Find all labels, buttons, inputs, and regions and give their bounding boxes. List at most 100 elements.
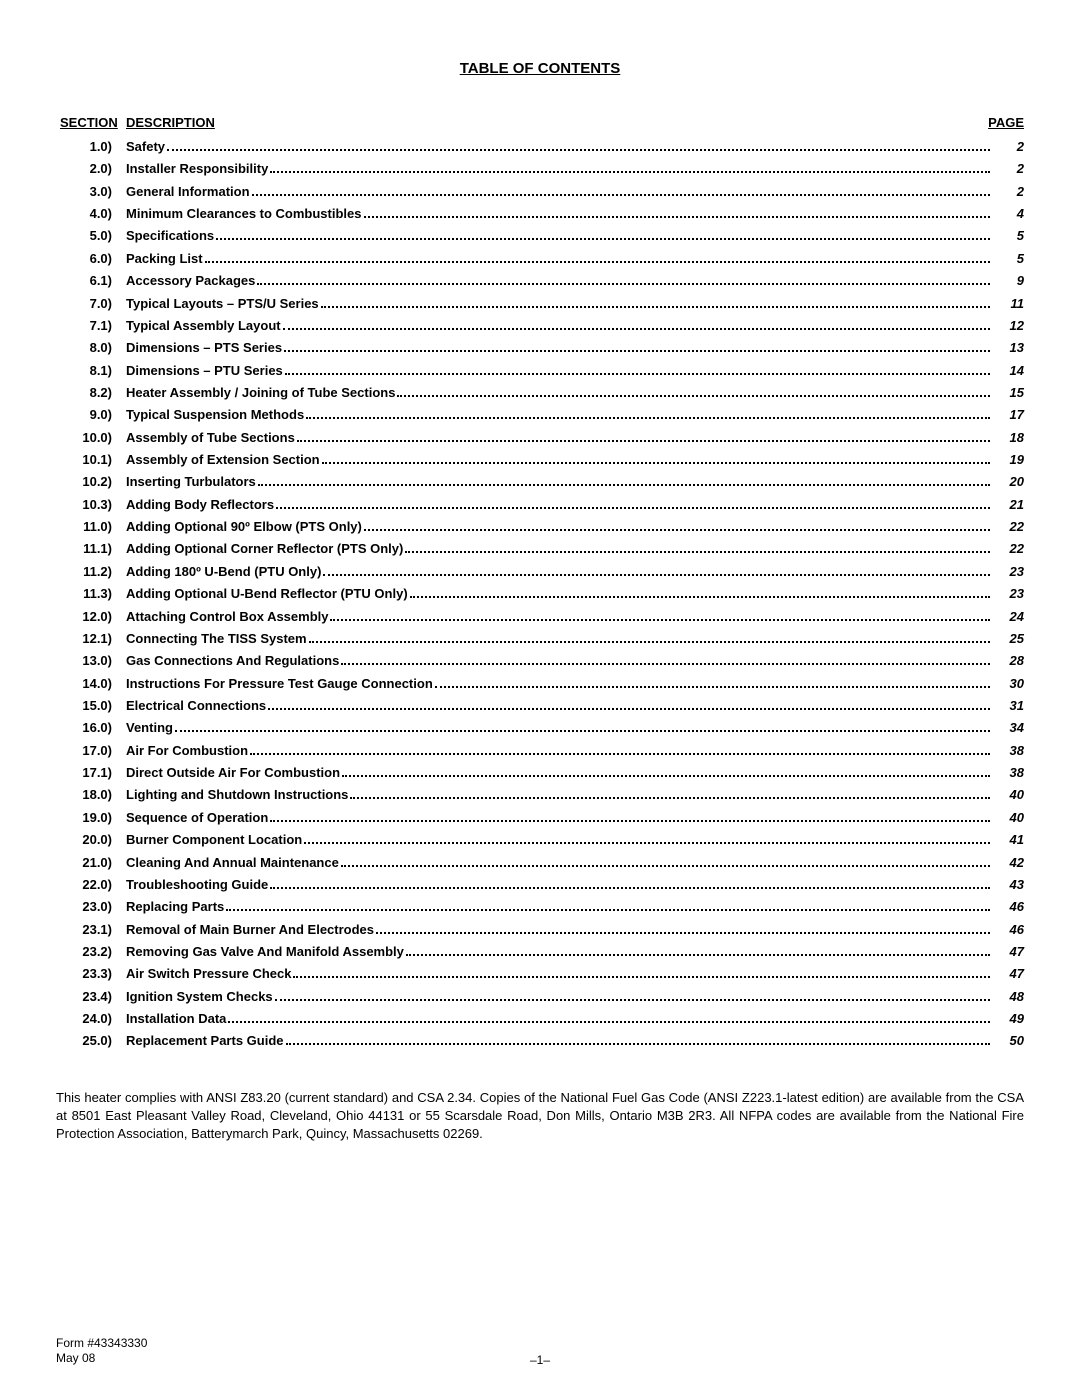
- toc-section-number: 17.0): [56, 740, 126, 762]
- toc-description-cell: Direct Outside Air For Combustion: [126, 762, 994, 784]
- toc-leader-dots: [293, 976, 990, 978]
- toc-description-text: Assembly of Tube Sections: [126, 427, 295, 449]
- toc-description-cell: Gas Connections And Regulations: [126, 650, 994, 672]
- toc-description-cell: Removing Gas Valve And Manifold Assembly: [126, 941, 994, 963]
- toc-leader-dots: [341, 865, 990, 867]
- page-title: TABLE OF CONTENTS: [56, 60, 1024, 77]
- footer-date: May 08: [56, 1351, 147, 1367]
- toc-leader-dots: [322, 462, 990, 464]
- toc-row: 10.3)Adding Body Reflectors21: [56, 494, 1024, 516]
- toc-leader-dots: [258, 484, 990, 486]
- toc-description-text: General Information: [126, 181, 250, 203]
- toc-row: 20.0)Burner Component Location41: [56, 829, 1024, 851]
- page-footer: Form #43343330 May 08 –1–: [56, 1336, 1024, 1367]
- toc-row: 25.0)Replacement Parts Guide50: [56, 1030, 1024, 1052]
- toc-leader-dots: [304, 842, 990, 844]
- toc-section-number: 16.0): [56, 717, 126, 739]
- toc-description-cell: Typical Suspension Methods: [126, 404, 994, 426]
- toc-section-number: 7.1): [56, 315, 126, 337]
- toc-leader-dots: [297, 440, 990, 442]
- toc-section-number: 6.1): [56, 270, 126, 292]
- toc-page-number: 17: [994, 404, 1024, 426]
- toc-section-number: 21.0): [56, 852, 126, 874]
- toc-description-text: Typical Assembly Layout: [126, 315, 281, 337]
- toc-row: 12.1)Connecting The TISS System25: [56, 628, 1024, 650]
- toc-description-text: Lighting and Shutdown Instructions: [126, 784, 348, 806]
- toc-row: 8.0)Dimensions – PTS Series13: [56, 337, 1024, 359]
- toc-row: 6.0)Packing List5: [56, 248, 1024, 270]
- toc-description-cell: Adding 180º U-Bend (PTU Only): [126, 561, 994, 583]
- toc-description-cell: Instructions For Pressure Test Gauge Con…: [126, 673, 994, 695]
- toc-page-number: 5: [994, 225, 1024, 247]
- toc-section-number: 11.3): [56, 583, 126, 605]
- toc-page-number: 22: [994, 516, 1024, 538]
- toc-row: 10.2)Inserting Turbulators20: [56, 471, 1024, 493]
- toc-description-cell: Adding Optional U-Bend Reflector (PTU On…: [126, 583, 994, 605]
- toc-description-cell: Replacing Parts: [126, 896, 994, 918]
- toc-leader-dots: [410, 596, 990, 598]
- table-of-contents: SECTION DESCRIPTION PAGE 1.0)Safety22.0)…: [56, 115, 1024, 1053]
- toc-page-number: 40: [994, 807, 1024, 829]
- toc-description-text: Typical Layouts – PTS/U Series: [126, 293, 319, 315]
- toc-header-row: SECTION DESCRIPTION PAGE: [56, 115, 1024, 130]
- toc-leader-dots: [286, 1043, 991, 1045]
- toc-description-cell: Installer Responsibility: [126, 158, 994, 180]
- toc-page-number: 21: [994, 494, 1024, 516]
- toc-description-text: Heater Assembly / Joining of Tube Sectio…: [126, 382, 395, 404]
- toc-leader-dots: [341, 663, 990, 665]
- toc-description-cell: Adding Optional 90º Elbow (PTS Only): [126, 516, 994, 538]
- toc-row: 24.0)Installation Data49: [56, 1008, 1024, 1030]
- toc-leader-dots: [175, 730, 990, 732]
- toc-description-text: Removal of Main Burner And Electrodes: [126, 919, 374, 941]
- toc-section-number: 8.2): [56, 382, 126, 404]
- toc-description-cell: General Information: [126, 181, 994, 203]
- toc-description-text: Accessory Packages: [126, 270, 255, 292]
- toc-description-cell: Dimensions – PTS Series: [126, 337, 994, 359]
- toc-page-number: 41: [994, 829, 1024, 851]
- toc-description-cell: Air Switch Pressure Check: [126, 963, 994, 985]
- toc-section-number: 15.0): [56, 695, 126, 717]
- toc-row: 23.4)Ignition System Checks48: [56, 986, 1024, 1008]
- compliance-paragraph: This heater complies with ANSI Z83.20 (c…: [56, 1089, 1024, 1144]
- toc-section-number: 1.0): [56, 136, 126, 158]
- toc-section-number: 11.0): [56, 516, 126, 538]
- toc-section-number: 23.4): [56, 986, 126, 1008]
- toc-leader-dots: [323, 574, 990, 576]
- toc-page-number: 38: [994, 740, 1024, 762]
- toc-section-number: 18.0): [56, 784, 126, 806]
- toc-section-number: 10.0): [56, 427, 126, 449]
- toc-row: 7.0)Typical Layouts – PTS/U Series11: [56, 293, 1024, 315]
- toc-leader-dots: [216, 238, 990, 240]
- toc-section-number: 7.0): [56, 293, 126, 315]
- toc-description-cell: Safety: [126, 136, 994, 158]
- toc-page-number: 49: [994, 1008, 1024, 1030]
- toc-section-number: 2.0): [56, 158, 126, 180]
- toc-page-number: 20: [994, 471, 1024, 493]
- toc-row: 23.1)Removal of Main Burner And Electrod…: [56, 919, 1024, 941]
- toc-row: 23.3)Air Switch Pressure Check47: [56, 963, 1024, 985]
- toc-description-text: Attaching Control Box Assembly: [126, 606, 328, 628]
- toc-description-text: Gas Connections And Regulations: [126, 650, 339, 672]
- toc-leader-dots: [306, 417, 990, 419]
- toc-leader-dots: [309, 641, 990, 643]
- toc-leader-dots: [397, 395, 990, 397]
- toc-description-cell: Ignition System Checks: [126, 986, 994, 1008]
- toc-page-number: 4: [994, 203, 1024, 225]
- toc-row: 11.0)Adding Optional 90º Elbow (PTS Only…: [56, 516, 1024, 538]
- toc-description-cell: Lighting and Shutdown Instructions: [126, 784, 994, 806]
- toc-leader-dots: [228, 1021, 990, 1023]
- toc-row: 18.0)Lighting and Shutdown Instructions4…: [56, 784, 1024, 806]
- toc-row: 11.2)Adding 180º U-Bend (PTU Only)23: [56, 561, 1024, 583]
- footer-page-number: –1–: [530, 1353, 550, 1367]
- toc-page-number: 15: [994, 382, 1024, 404]
- toc-description-cell: Removal of Main Burner And Electrodes: [126, 919, 994, 941]
- toc-row: 16.0)Venting34: [56, 717, 1024, 739]
- toc-page-number: 9: [994, 270, 1024, 292]
- toc-description-text: Installer Responsibility: [126, 158, 268, 180]
- toc-row: 11.3)Adding Optional U-Bend Reflector (P…: [56, 583, 1024, 605]
- toc-section-number: 9.0): [56, 404, 126, 426]
- toc-description-cell: Venting: [126, 717, 994, 739]
- toc-description-cell: Sequence of Operation: [126, 807, 994, 829]
- toc-description-text: Minimum Clearances to Combustibles: [126, 203, 362, 225]
- toc-description-text: Venting: [126, 717, 173, 739]
